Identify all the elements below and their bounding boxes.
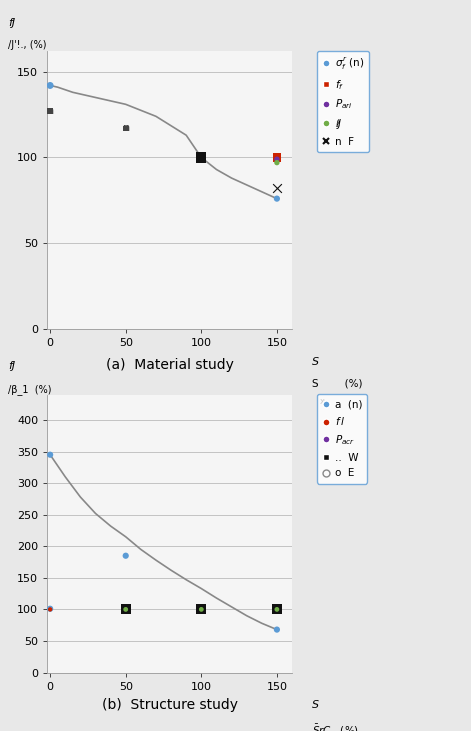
Point — [122, 550, 130, 561]
Point — [273, 193, 281, 205]
Point — [273, 183, 281, 194]
Point — [273, 156, 281, 168]
Text: S: S — [312, 700, 319, 711]
Text: S: S — [312, 357, 319, 367]
Point — [122, 603, 130, 615]
Point — [197, 604, 205, 616]
Point — [273, 624, 281, 635]
Text: (a)  Material study: (a) Material study — [106, 358, 234, 372]
Point — [122, 604, 130, 616]
Point — [46, 449, 54, 461]
Point — [273, 154, 281, 165]
Point — [46, 604, 54, 616]
Text: /J'!., (%): /J'!., (%) — [8, 40, 47, 50]
Legend: $\sigma_f^r$ (n), $f_f$, $P_{ari}$, $\ell\!J$, n  F: $\sigma_f^r$ (n), $f_f$, $P_{ari}$, $\el… — [317, 51, 369, 152]
Text: /β_1  (%): /β_1 (%) — [8, 384, 51, 395]
Text: n: n — [122, 124, 129, 133]
Point — [273, 603, 281, 615]
Legend: a  (n), $f\,l$, $P_{acr}$, ..  W, o  E: a (n), $f\,l$, $P_{acr}$, .. W, o E — [317, 395, 367, 483]
Text: (b)  Structure study: (b) Structure study — [102, 698, 237, 712]
Text: $\bar{S}rC$   (%): $\bar{S}rC$ (%) — [312, 722, 358, 731]
Point — [46, 603, 54, 615]
Point — [273, 151, 281, 163]
Point — [46, 80, 54, 91]
Point — [197, 151, 205, 163]
Point — [197, 603, 205, 615]
Point — [122, 123, 130, 135]
Text: fJ: fJ — [8, 361, 15, 371]
Text: S        (%): S (%) — [312, 379, 362, 389]
Text: xᵢ: xᵢ — [320, 397, 327, 406]
Text: n: n — [47, 106, 54, 116]
Text: fJ: fJ — [8, 18, 15, 28]
Point — [46, 105, 54, 117]
Point — [273, 604, 281, 616]
